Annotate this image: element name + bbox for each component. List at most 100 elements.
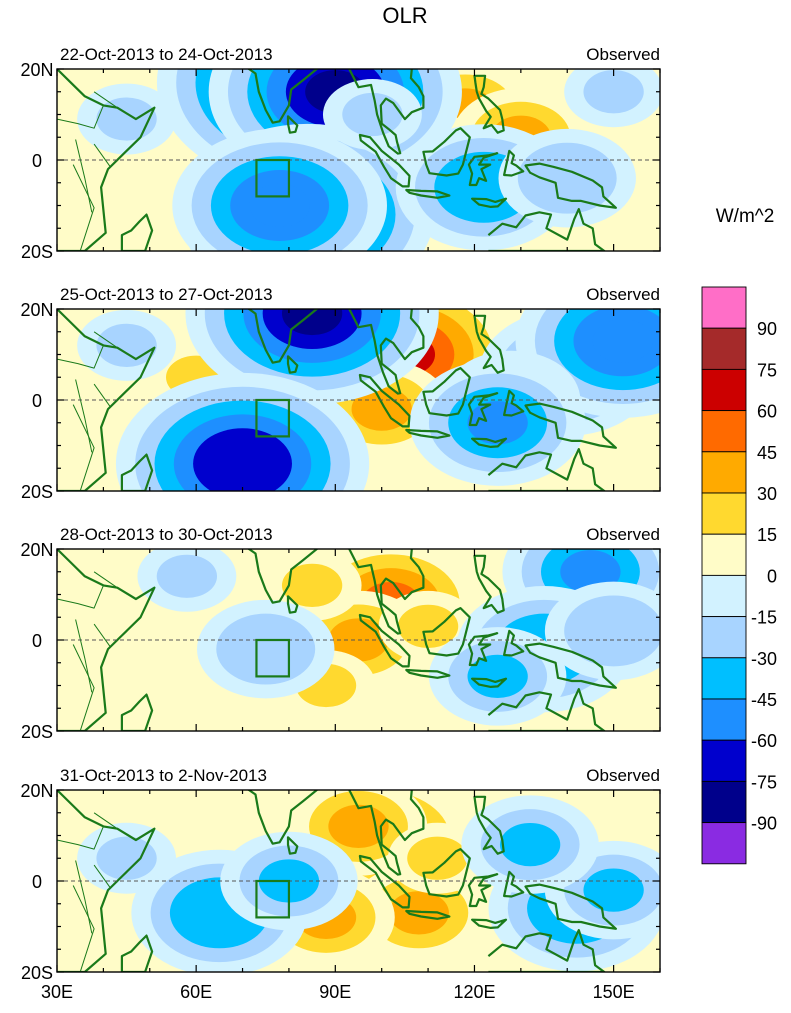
colorbar-swatch bbox=[701, 368, 747, 412]
country-border bbox=[72, 644, 95, 731]
map-panel: 20N 0 20S 28-Oct-2013 to 30-Oct-2013 Observe… bbox=[20, 525, 661, 742]
coastline bbox=[524, 883, 617, 930]
colorbar-label: 45 bbox=[757, 443, 777, 463]
lat-label: 20S bbox=[21, 722, 53, 742]
coastline bbox=[422, 127, 471, 177]
colorbar-label: -90 bbox=[751, 814, 777, 834]
lat-label: 20S bbox=[21, 242, 53, 262]
coastline bbox=[471, 437, 508, 448]
olr-anomaly-blob bbox=[249, 183, 310, 228]
panel-label: Observed bbox=[586, 525, 660, 544]
coastline bbox=[422, 607, 471, 657]
olr-anomaly-blob bbox=[583, 868, 644, 912]
coastlines bbox=[57, 549, 617, 731]
coastline bbox=[422, 367, 471, 417]
olr-field bbox=[77, 309, 660, 491]
coastline bbox=[503, 389, 525, 417]
coastline bbox=[405, 428, 451, 439]
lon-label: 150E bbox=[593, 982, 635, 1002]
lat-label: 0 bbox=[32, 872, 42, 892]
coastline bbox=[487, 929, 606, 972]
colorbar-label: 0 bbox=[767, 566, 777, 586]
colorbar-label: 15 bbox=[757, 525, 777, 545]
coastlines bbox=[57, 69, 617, 251]
country-border bbox=[93, 812, 118, 830]
panels: 20N 0 20S 22-Oct-2013 to 24-Oct-2013 Observe… bbox=[20, 45, 661, 1002]
coastline bbox=[286, 355, 299, 374]
olr-field bbox=[77, 790, 660, 972]
coastline bbox=[358, 373, 411, 428]
olr-field bbox=[77, 69, 660, 251]
coastline bbox=[286, 595, 299, 614]
olr-anomaly-blob bbox=[397, 604, 459, 648]
coastline bbox=[57, 69, 156, 251]
country-border bbox=[93, 143, 111, 168]
coastline bbox=[467, 152, 499, 187]
coastline bbox=[348, 790, 425, 876]
coastline bbox=[358, 854, 411, 909]
coastline bbox=[57, 790, 156, 972]
country-border bbox=[93, 623, 111, 648]
region-box bbox=[255, 158, 291, 198]
olr-anomaly-blob bbox=[96, 97, 157, 141]
country-border bbox=[72, 885, 95, 972]
country-border bbox=[57, 105, 104, 129]
lat-label: 0 bbox=[32, 151, 42, 171]
colorbar-label: 60 bbox=[757, 402, 777, 422]
coastline bbox=[286, 836, 299, 855]
units-label: W/m^2 bbox=[716, 206, 775, 227]
panel-label: Observed bbox=[586, 45, 660, 64]
colorbar-swatch bbox=[701, 657, 747, 700]
olr-anomaly-blob bbox=[407, 836, 468, 880]
panel-label: Observed bbox=[586, 285, 660, 304]
coastline bbox=[487, 688, 606, 731]
coastline bbox=[524, 162, 617, 209]
coastline bbox=[503, 629, 525, 657]
olr-anomaly-blob bbox=[281, 309, 343, 336]
country-border bbox=[72, 164, 95, 251]
country-border bbox=[93, 864, 111, 889]
olr-anomaly-blob bbox=[281, 563, 343, 608]
panel-date-range: 31-Oct-2013 to 2-Nov-2013 bbox=[60, 766, 267, 785]
coastline bbox=[348, 69, 425, 155]
olr-anomaly-blob bbox=[499, 822, 561, 867]
country-border bbox=[57, 826, 104, 850]
lat-label: 0 bbox=[32, 391, 42, 411]
country-border bbox=[57, 345, 104, 369]
colorbar-swatch bbox=[701, 327, 747, 370]
region-box bbox=[255, 638, 291, 678]
colorbar-label: -60 bbox=[751, 731, 777, 751]
panel-date-range: 25-Oct-2013 to 27-Oct-2013 bbox=[60, 285, 273, 304]
coastlines bbox=[57, 790, 617, 972]
coastline bbox=[487, 208, 606, 251]
colorbar-swatch bbox=[701, 739, 747, 782]
colorbar-label: 75 bbox=[757, 360, 777, 380]
country-border bbox=[75, 619, 93, 693]
region-box bbox=[255, 879, 291, 919]
country-border bbox=[57, 585, 104, 609]
colorbar-swatch bbox=[701, 698, 747, 741]
coastline bbox=[503, 149, 525, 177]
olr-anomaly-blob bbox=[583, 609, 644, 653]
coastline bbox=[405, 668, 451, 679]
lat-label: 0 bbox=[32, 631, 42, 651]
country-border bbox=[75, 379, 93, 453]
lat-label: 20S bbox=[21, 482, 53, 502]
coastline bbox=[247, 69, 319, 124]
coastline bbox=[405, 188, 451, 199]
region-box bbox=[255, 398, 291, 438]
coastline bbox=[120, 453, 154, 491]
coastline bbox=[358, 133, 411, 188]
olr-anomaly-blob bbox=[467, 654, 528, 699]
coastline bbox=[524, 642, 617, 689]
coastline bbox=[467, 632, 499, 667]
coastline bbox=[471, 197, 508, 208]
colorbar-swatch bbox=[701, 533, 747, 576]
coastline bbox=[405, 909, 451, 920]
colorbar-label: -75 bbox=[751, 772, 777, 792]
olr-anomaly-blob bbox=[156, 554, 218, 598]
coastline bbox=[247, 790, 319, 845]
map-panel: 20N 0 20S 31-Oct-2013 to 2-Nov-2013 Observed bbox=[20, 766, 661, 983]
coastline bbox=[467, 873, 499, 908]
